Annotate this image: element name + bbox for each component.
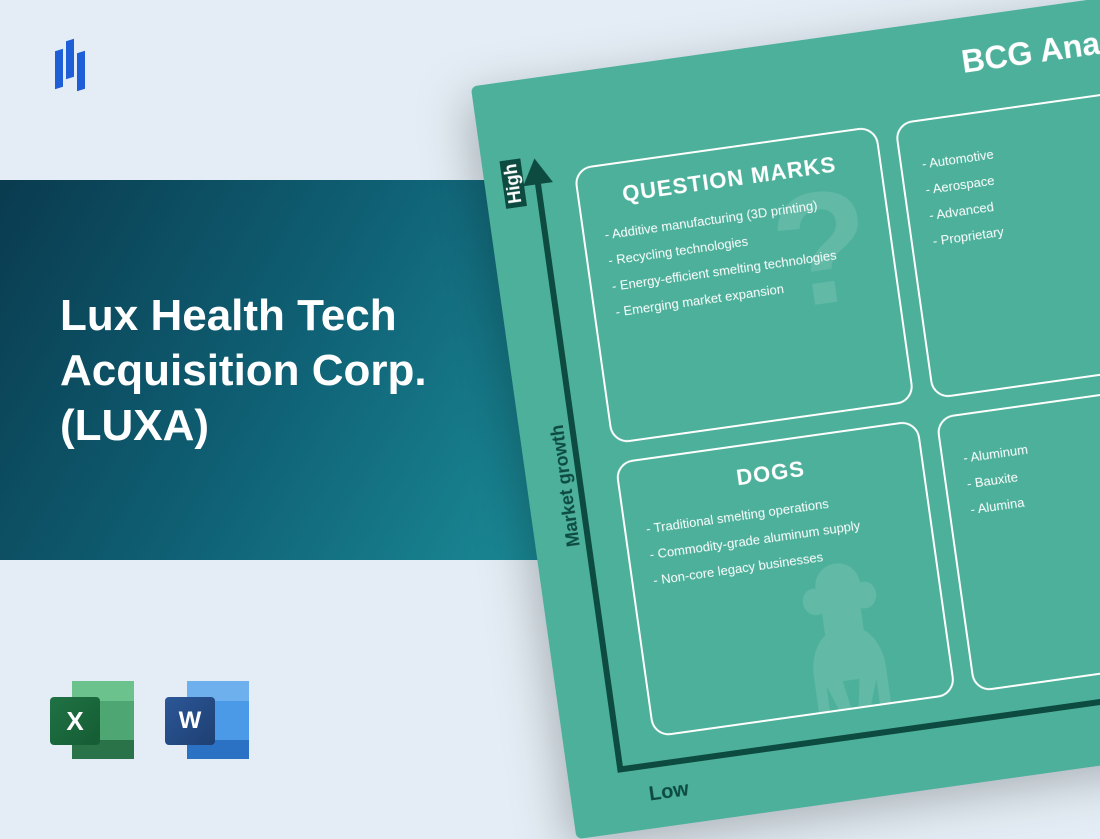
title-panel: Lux Health Tech Acquisition Corp. (LUXA) [0, 180, 540, 560]
quadrant-grid: ? QUESTION MARKS - Additive manufacturin… [573, 80, 1100, 737]
file-type-icons: X W [50, 675, 255, 765]
excel-icon: X [50, 675, 140, 765]
chart-title: BCG Analysis [959, 15, 1100, 81]
quadrant-items: - Additive manufacturing (3D printing) -… [603, 186, 877, 325]
word-letter: W [165, 697, 215, 745]
quadrant-items: - Aluminum - Bauxite - Alumina [962, 409, 1100, 523]
y-axis-arrow-icon [520, 156, 553, 186]
x-axis-low-label: Low [648, 778, 691, 806]
quadrant-question-marks: ? QUESTION MARKS - Additive manufacturin… [573, 126, 915, 444]
quadrant-items: - Automotive - Aerospace - Advanced - Pr… [920, 115, 1100, 254]
excel-letter: X [50, 697, 100, 745]
quadrant-stars: - Automotive - Aerospace - Advanced - Pr… [894, 80, 1100, 398]
page-title: Lux Health Tech Acquisition Corp. (LUXA) [60, 288, 510, 453]
quadrant-cash-cows: - Aluminum - Bauxite - Alumina [935, 374, 1100, 692]
quadrant-dogs: DOGS - Traditional smelting operations -… [614, 419, 956, 737]
word-icon: W [165, 675, 255, 765]
bcg-chart-card: BCG Analysis High Market growth Low Mark… [471, 0, 1100, 839]
